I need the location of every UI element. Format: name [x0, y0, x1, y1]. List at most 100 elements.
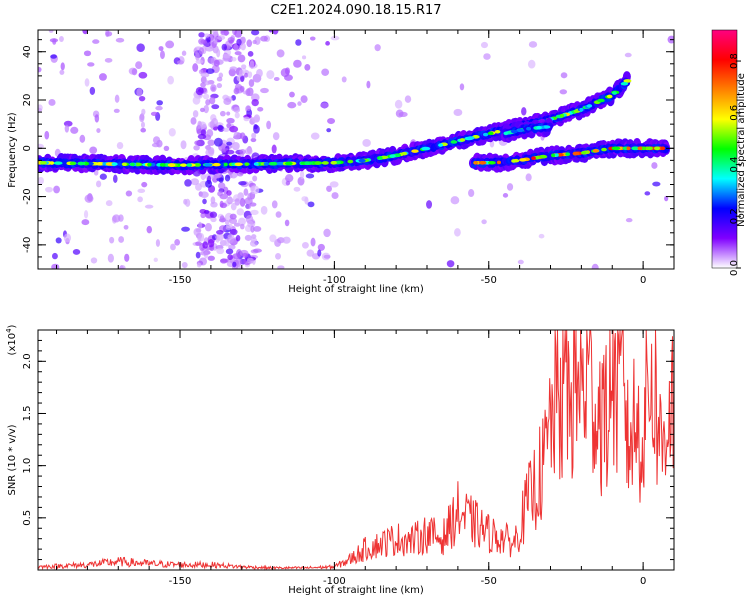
trace-peak — [450, 140, 458, 144]
noise-point — [192, 110, 199, 118]
noise-point — [234, 198, 241, 206]
noise-point — [295, 39, 302, 46]
noise-point — [229, 228, 238, 236]
trace-peak — [478, 160, 487, 165]
noise-point — [155, 105, 163, 111]
noise-point — [160, 50, 165, 60]
noise-point — [245, 203, 252, 210]
trace-peak — [597, 98, 605, 103]
trace-peak — [358, 158, 366, 163]
noise-point — [211, 117, 219, 127]
trace-peak — [612, 91, 617, 95]
noise-point — [116, 141, 124, 150]
noise-point — [113, 174, 118, 183]
noise-point — [260, 205, 268, 215]
trace-peak — [421, 146, 431, 151]
noise-point — [204, 80, 211, 86]
snr-xtick-label: -150 — [169, 576, 192, 587]
noise-point — [624, 52, 632, 58]
noise-point — [252, 39, 257, 45]
noise-point — [243, 188, 249, 196]
trace-peak — [531, 156, 536, 160]
noise-point — [237, 217, 246, 226]
noise-point — [228, 244, 236, 250]
noise-point — [306, 249, 315, 257]
noise-point — [230, 202, 237, 211]
noise-point — [174, 238, 181, 246]
noise-point — [284, 219, 290, 227]
noise-point — [304, 64, 311, 71]
noise-point — [192, 63, 199, 72]
noise-point — [123, 224, 129, 230]
noise-point — [271, 144, 277, 154]
noise-point — [247, 50, 254, 57]
trace-peak — [620, 81, 629, 86]
noise-point — [225, 198, 235, 203]
noise-point — [307, 201, 315, 208]
noise-point — [190, 117, 197, 125]
noise-point — [560, 72, 568, 79]
trace-peak — [573, 109, 579, 114]
noise-point — [55, 237, 62, 244]
noise-point — [84, 78, 90, 87]
trace-core — [663, 145, 670, 153]
noise-point — [115, 37, 125, 43]
noise-point — [232, 253, 241, 260]
snr-ytick-label: 1.0 — [22, 458, 33, 474]
noise-point — [48, 98, 56, 106]
trace-peak — [623, 79, 632, 83]
noise-point — [217, 191, 223, 197]
noise-point — [249, 60, 255, 69]
noise-point — [240, 75, 245, 82]
noise-point — [70, 126, 79, 134]
noise-point — [138, 96, 146, 102]
noise-point — [228, 39, 234, 44]
noise-point — [266, 70, 275, 80]
trace-peak — [378, 156, 383, 160]
noise-point — [96, 128, 101, 133]
spectrogram-xtick-label: -150 — [169, 275, 192, 286]
colorbar-tick-label: 0.8 — [729, 53, 740, 69]
noise-point — [155, 239, 161, 247]
noise-point — [109, 236, 115, 244]
noise-point — [224, 174, 231, 182]
trace-peak — [105, 162, 115, 166]
noise-point — [277, 237, 285, 244]
noise-point — [190, 178, 200, 186]
noise-point — [651, 162, 658, 169]
noise-point — [251, 116, 260, 123]
snr-xlabel: Height of straight line (km) — [288, 585, 424, 596]
noise-point — [277, 265, 285, 269]
noise-point — [193, 228, 201, 237]
noise-point — [107, 253, 114, 263]
trace-peak — [284, 161, 293, 166]
colorbar-gradient — [711, 29, 738, 269]
trace-peak — [180, 163, 187, 167]
noise-point — [250, 185, 260, 195]
noise-point — [196, 262, 202, 268]
noise-point — [72, 248, 81, 255]
noise-point — [239, 132, 246, 140]
trace-peak — [565, 152, 571, 156]
noise-point — [297, 101, 302, 106]
noise-point — [625, 217, 633, 223]
noise-point — [210, 201, 218, 208]
noise-point — [141, 108, 146, 116]
noise-point — [202, 93, 210, 100]
noise-point — [52, 252, 58, 260]
trace-peak — [330, 160, 337, 165]
noise-point — [214, 137, 223, 147]
noise-point — [325, 41, 330, 46]
noise-point — [194, 140, 201, 146]
noise-point — [181, 226, 190, 232]
trace-peak — [111, 162, 118, 166]
trace-peak — [631, 146, 638, 151]
noise-point — [239, 85, 245, 93]
trace-peak — [645, 146, 653, 151]
noise-point — [64, 124, 70, 133]
noise-point — [205, 99, 211, 106]
colorbar-tick-label: 0.0 — [729, 260, 740, 276]
noise-point — [299, 170, 305, 180]
trace-peak — [167, 163, 176, 167]
